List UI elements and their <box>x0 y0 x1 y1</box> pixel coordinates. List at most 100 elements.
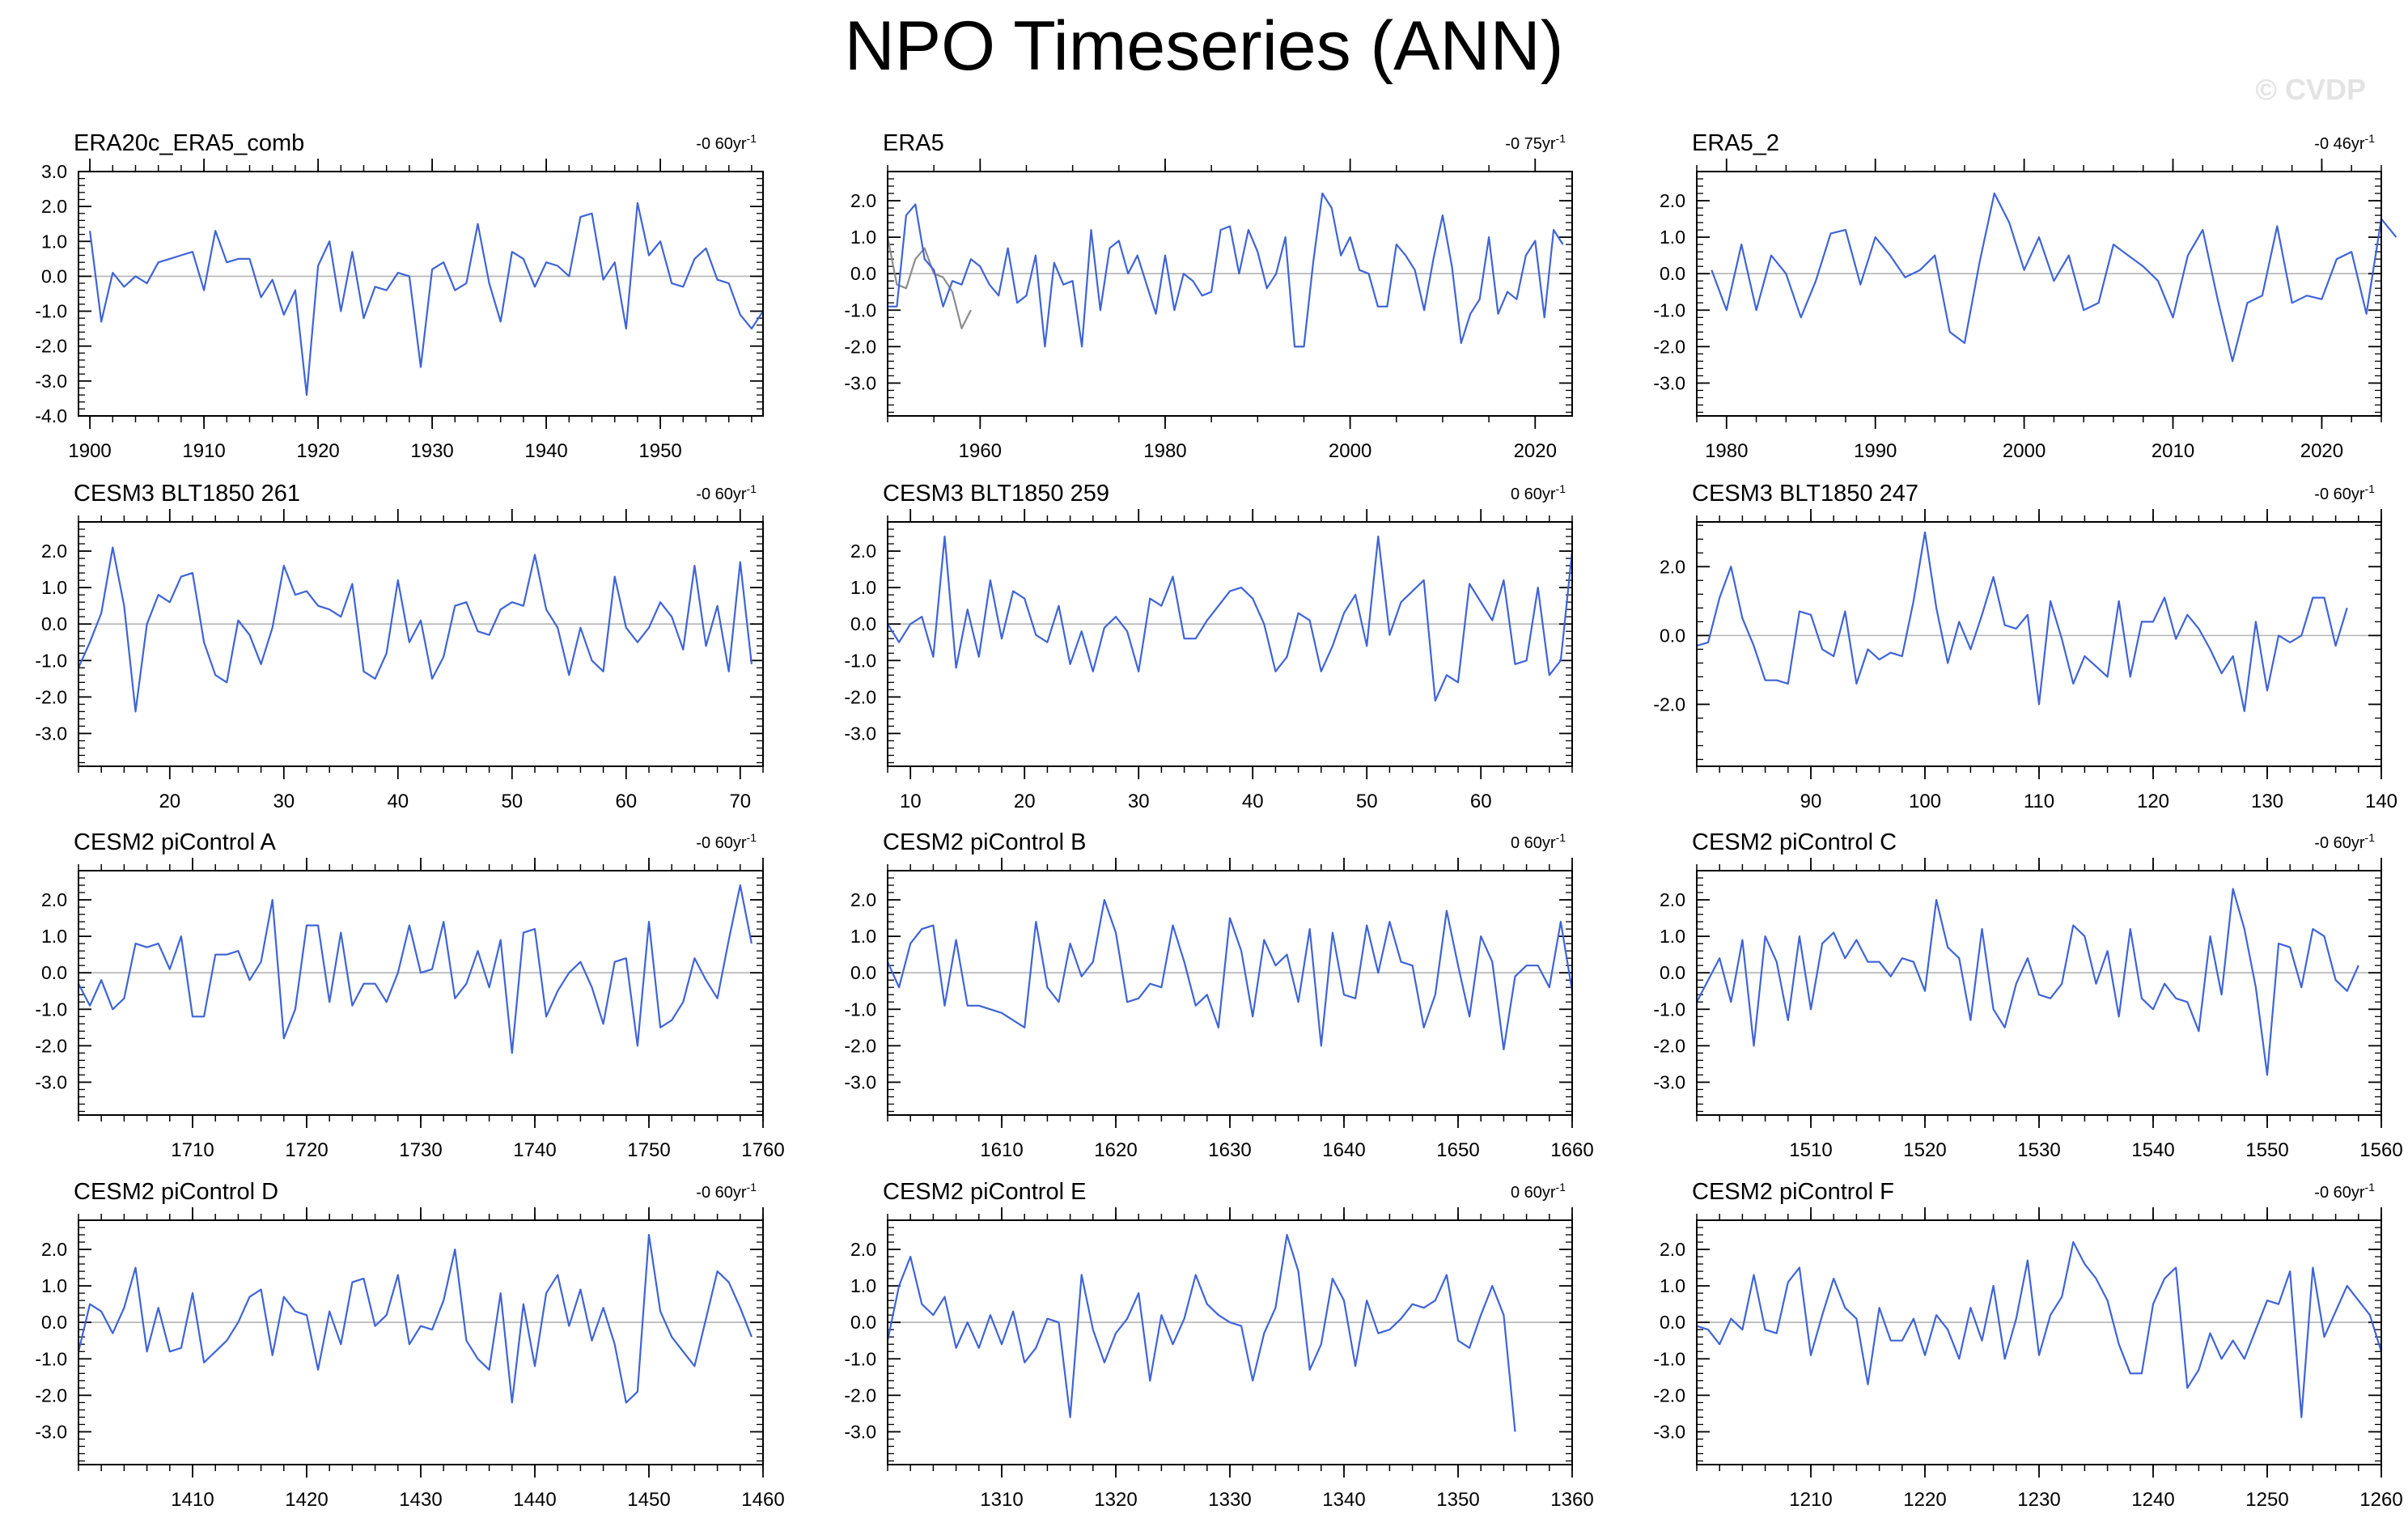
y-tick-label: 0.0 <box>41 1312 67 1333</box>
y-tick-label: -4.0 <box>35 405 67 426</box>
y-tick-label: -3.0 <box>844 1421 876 1442</box>
y-tick-label: 0.0 <box>1660 263 1685 284</box>
y-tick-label: -3.0 <box>844 723 876 744</box>
y-tick-label: 2.0 <box>1660 556 1685 577</box>
series-line <box>886 1233 1516 1432</box>
plot-frame <box>78 171 764 417</box>
y-tick-label: -3.0 <box>35 1071 67 1092</box>
y-tick-label: 0.0 <box>41 265 67 286</box>
trend-label: -0 60yr-1 <box>2314 482 2375 503</box>
x-tick-label: 30 <box>273 791 295 812</box>
x-tick-label: 1360 <box>1550 1489 1593 1511</box>
x-tick-label: 1410 <box>171 1489 214 1511</box>
panel-title: ERA5 <box>883 130 944 156</box>
y-tick-label: 1.0 <box>850 577 876 598</box>
trend-label: -0 75yr-1 <box>1505 132 1566 153</box>
trend-label: -0 46yr-1 <box>2314 132 2375 153</box>
x-tick-label: 40 <box>387 791 409 812</box>
trend-label: 0 60yr-1 <box>1511 1181 1566 1202</box>
y-tick-label: -1.0 <box>844 299 876 320</box>
x-tick-label: 1960 <box>959 440 1002 462</box>
x-tick-label: 20 <box>159 791 180 812</box>
y-tick-label: 1.0 <box>41 1275 67 1296</box>
x-tick-label: 1610 <box>980 1139 1023 1161</box>
y-tick-label: 2.0 <box>41 196 67 217</box>
y-tick-label: 0.0 <box>850 962 876 983</box>
plot-frame <box>1696 1219 2382 1465</box>
trend-label: -0 60yr-1 <box>696 132 757 153</box>
chart-panel: CESM2 piControl E 0 60yr-1 1310 1320 1330 134… <box>844 1179 1593 1511</box>
y-tick-label: -2.0 <box>1653 693 1685 714</box>
y-tick-label: -2.0 <box>35 336 67 357</box>
x-tick-label: 1260 <box>2359 1489 2402 1511</box>
y-tick-label: -1.0 <box>844 999 876 1020</box>
y-tick-label: -2.0 <box>35 1384 67 1406</box>
x-tick-label: 1760 <box>741 1139 784 1161</box>
page-title: NPO Timeseries (ANN) <box>844 7 1564 85</box>
panel-title: CESM2 piControl D <box>74 1179 278 1205</box>
x-tick-label: 1660 <box>1550 1139 1593 1161</box>
x-tick-label: 10 <box>900 791 922 812</box>
y-tick-label: -2.0 <box>844 336 876 357</box>
y-tick-label: 2.0 <box>41 889 67 910</box>
y-tick-label: 2.0 <box>41 541 67 562</box>
series-line <box>1696 531 2348 713</box>
x-tick-label: 1650 <box>1436 1139 1479 1161</box>
x-tick-label: 1550 <box>2245 1139 2288 1161</box>
series-line <box>887 535 1574 702</box>
trend-label: -0 60yr-1 <box>2314 831 2375 852</box>
x-tick-label: 1900 <box>68 440 111 462</box>
x-tick-label: 1630 <box>1208 1139 1251 1161</box>
x-tick-label: 20 <box>1014 791 1036 812</box>
x-tick-label: 1730 <box>399 1139 442 1161</box>
y-tick-label: 2.0 <box>850 889 876 910</box>
chart-panel: ERA20c_ERA5_comb -0 60yr-1 1900 1910 1920 193… <box>35 130 764 462</box>
panel-title: CESM2 piControl F <box>1692 1179 1894 1205</box>
x-tick-label: 130 <box>2251 791 2283 812</box>
y-tick-label: -2.0 <box>844 1035 876 1056</box>
panel-title: CESM2 piControl C <box>1692 829 1897 855</box>
x-tick-label: 1990 <box>1854 440 1897 462</box>
y-tick-label: 0.0 <box>1660 962 1685 983</box>
y-tick-label: -1.0 <box>35 1348 67 1369</box>
y-tick-label: 2.0 <box>850 190 876 211</box>
plot-frame <box>78 1219 764 1465</box>
trend-label: -0 60yr-1 <box>696 482 757 503</box>
y-tick-label: 0.0 <box>850 613 876 634</box>
y-tick-label: -3.0 <box>1653 372 1685 393</box>
plot-frame <box>887 171 1573 417</box>
y-tick-label: 3.0 <box>41 161 67 182</box>
x-tick-label: 1220 <box>1903 1489 1946 1511</box>
x-tick-label: 90 <box>1800 791 1822 812</box>
plot-frame <box>78 521 764 767</box>
x-tick-label: 1320 <box>1094 1489 1137 1511</box>
chart-panel: CESM2 piControl C -0 60yr-1 1510 1520 1530 15… <box>1653 829 2402 1161</box>
series-line <box>886 236 972 329</box>
y-tick-label: -2.0 <box>1653 336 1685 357</box>
y-tick-label: 0.0 <box>41 962 67 983</box>
trend-label: -0 60yr-1 <box>696 1181 757 1202</box>
y-tick-label: -2.0 <box>35 686 67 707</box>
trend-label: -0 60yr-1 <box>2314 1181 2375 1202</box>
x-tick-label: 50 <box>1356 791 1378 812</box>
y-tick-label: -1.0 <box>844 650 876 671</box>
x-tick-label: 140 <box>2365 791 2397 812</box>
x-tick-label: 1540 <box>2131 1139 2174 1161</box>
y-tick-label: -1.0 <box>1653 999 1685 1020</box>
x-tick-label: 1230 <box>2017 1489 2060 1511</box>
panel-title: CESM3 BLT1850 247 <box>1692 481 1918 507</box>
y-tick-label: -2.0 <box>1653 1035 1685 1056</box>
x-tick-label: 1440 <box>513 1489 556 1511</box>
x-tick-label: 1340 <box>1322 1489 1365 1511</box>
x-tick-label: 50 <box>501 791 523 812</box>
panel-title: CESM2 piControl B <box>883 829 1086 855</box>
x-tick-label: 1750 <box>627 1139 670 1161</box>
chart-panel: ERA5 -0 75yr-1 1960 1980 2000 2020 2.0 1.0 0.0 -1… <box>844 130 1573 462</box>
y-tick-label: 1.0 <box>850 926 876 947</box>
x-tick-label: 1450 <box>627 1489 670 1511</box>
series-line <box>78 884 752 1054</box>
series-line <box>77 546 752 713</box>
y-tick-label: -1.0 <box>35 999 67 1020</box>
panel-title: ERA20c_ERA5_comb <box>74 130 304 156</box>
